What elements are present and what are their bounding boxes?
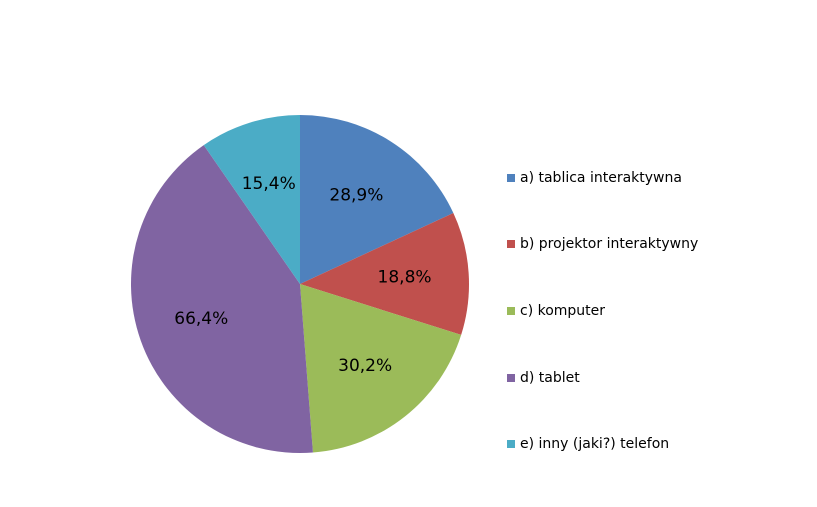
pie-slice-c: [300, 284, 462, 453]
legend-label: e) inny (jaki?) telefon: [520, 436, 670, 452]
legend-label: b) projektor interaktywny: [520, 236, 699, 252]
pie-slice-e: [203, 115, 300, 284]
data-label-a: 28,9%: [329, 186, 383, 206]
data-label-b: 18,8%: [378, 267, 432, 287]
pie-slice-a: [300, 115, 454, 284]
legend-label: c) komputer: [520, 303, 606, 319]
legend-swatch: [507, 440, 515, 448]
pie-slice-d: [131, 145, 313, 453]
data-label-e: 15,4%: [242, 174, 296, 194]
legend-swatch: [507, 307, 515, 315]
legend-item-c: c) komputer: [507, 301, 605, 321]
data-label-c: 30,2%: [338, 356, 392, 376]
pie-slices: [131, 115, 469, 453]
legend-swatch: [507, 174, 515, 182]
legend-label: a) tablica interaktywna: [520, 170, 682, 186]
legend-label: d) tablet: [520, 370, 580, 386]
legend-item-d: d) tablet: [507, 368, 580, 388]
legend-swatch: [507, 240, 515, 248]
legend-item-b: b) projektor interaktywny: [507, 234, 698, 254]
pie-slice-b: [300, 212, 469, 335]
legend-item-e: e) inny (jaki?) telefon: [507, 434, 669, 454]
data-label-d: 66,4%: [174, 309, 228, 329]
legend-item-a: a) tablica interaktywna: [507, 168, 682, 188]
legend-swatch: [507, 374, 515, 382]
pie-data-labels: 28,9% 18,8% 30,2% 66,4% 15,4%: [174, 174, 431, 376]
